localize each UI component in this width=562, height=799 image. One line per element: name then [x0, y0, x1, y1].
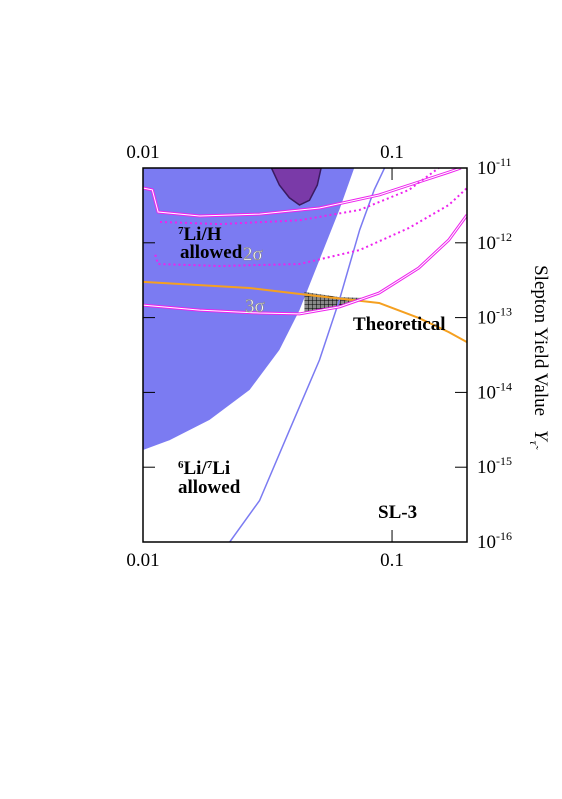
x-tick-label: 0.1 [380, 550, 404, 571]
curve [143, 280, 467, 344]
y-tick-exponent: -15 [496, 454, 512, 468]
ticks: 0.010.010.10.110-1610-1510-1410-1310-121… [126, 142, 512, 571]
frame [142, 167, 468, 543]
annotation: allowed [180, 242, 243, 263]
y-tick-base: 10 [477, 382, 496, 403]
annotation: SL-3 [378, 502, 417, 523]
y-tick-base: 10 [477, 158, 496, 179]
y-tick-label: 10-11 [477, 155, 512, 179]
x-tick-label: 0.01 [126, 550, 159, 571]
y-tick-base: 10 [477, 308, 496, 329]
y-tick-label: 10-12 [477, 230, 512, 254]
y-tick-base: 10 [477, 532, 496, 553]
y-tick-label: 10-15 [477, 454, 512, 478]
annotation: 3σ [245, 296, 265, 317]
y-axis-label: Slepton Yield ValueYτ̃ [527, 265, 551, 450]
annotation: Theoretical [353, 314, 446, 335]
y-tick-label: 10-13 [477, 305, 512, 329]
curve [154, 187, 467, 267]
region [304, 291, 365, 314]
region [143, 168, 355, 450]
curve-inner [143, 168, 462, 217]
x-tick-label: 0.01 [126, 142, 159, 163]
x-tick-label: 0.1 [380, 142, 404, 163]
y-tick-base: 10 [477, 233, 496, 254]
y-tick-label: 10-14 [477, 379, 512, 403]
plot-area [143, 168, 467, 542]
annotation: allowed [178, 477, 241, 498]
annotation: 6Li/7Li [178, 458, 230, 479]
curve [159, 168, 440, 226]
annotation: 2σ [243, 244, 263, 265]
y-tick-exponent: -11 [496, 155, 512, 169]
y-tick-exponent: -13 [496, 305, 512, 319]
region [270, 168, 322, 206]
y-tick-base: 10 [477, 457, 496, 478]
annotation: 7Li/H [178, 224, 222, 245]
y-tick-label: 10-16 [477, 529, 512, 553]
curve-inner [143, 214, 467, 315]
y-tick-exponent: -14 [496, 379, 512, 393]
y-tick-exponent: -16 [496, 529, 512, 543]
y-tick-exponent: -12 [496, 230, 512, 244]
